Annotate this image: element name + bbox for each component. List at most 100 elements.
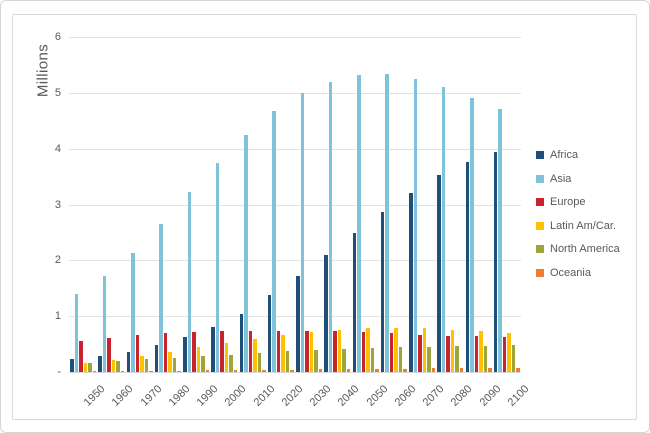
- y-tick-label-1: 1: [54, 310, 61, 323]
- x-tick-label-1980: 1980: [166, 383, 193, 409]
- bar-latin-am-car-2090: [479, 331, 483, 372]
- bar-asia-2100: [498, 109, 502, 372]
- bar-africa-2000: [211, 326, 215, 372]
- x-tick-label-1960: 1960: [110, 383, 136, 409]
- bar-group-2010: [239, 37, 267, 372]
- y-tick-label-2: 2: [54, 254, 61, 267]
- bar-group-1950: [69, 37, 97, 372]
- bar-latin-am-car-2100: [507, 332, 511, 372]
- bar-europe-1960: [107, 337, 111, 372]
- legend-swatch-icon: [536, 268, 544, 277]
- legend-swatch-icon: [536, 221, 544, 230]
- bar-north-america-2070: [427, 346, 431, 372]
- legend-label: Oceania: [550, 266, 591, 279]
- x-tick-label-2010: 2010: [251, 383, 278, 409]
- bar-group-2060: [380, 37, 408, 372]
- y-tick-label-6: 6: [54, 31, 61, 43]
- legend-swatch-icon: [536, 198, 544, 206]
- bar-oceania-1980: [177, 370, 181, 372]
- x-tick-label-2050: 2050: [364, 383, 391, 409]
- bar-africa-2040: [324, 254, 328, 372]
- legend-label: Europe: [550, 196, 586, 208]
- x-tick-label-2080: 2080: [449, 383, 475, 409]
- bar-oceania-2090: [488, 368, 492, 372]
- bar-north-america-2000: [229, 354, 233, 372]
- bar-latin-am-car-1970: [140, 355, 144, 372]
- bar-asia-1960: [102, 275, 107, 372]
- legend-swatch-icon: [536, 245, 544, 253]
- legend-label: Latin Am/Car.: [550, 219, 617, 232]
- y-tick-label-zero: -: [57, 366, 61, 378]
- bar-africa-2070: [409, 192, 413, 372]
- gridline-6: [69, 37, 521, 38]
- bar-group-2050: [352, 37, 380, 372]
- bar-europe-2060: [389, 333, 394, 372]
- bar-europe-1990: [192, 331, 196, 372]
- gridline-4: [69, 148, 521, 150]
- bar-europe-2040: [333, 331, 337, 372]
- legend: Africa Asia Europe Latin Am/Car. North Ameri…: [536, 148, 620, 280]
- bar-europe-2090: [474, 336, 479, 372]
- legend-label: North America: [550, 243, 620, 255]
- bar-north-america-2100: [511, 345, 516, 372]
- bar-europe-2050: [361, 332, 366, 372]
- bar-asia-1970: [131, 252, 135, 372]
- bar-africa-2080: [437, 175, 441, 372]
- legend-label: Asia: [550, 172, 572, 185]
- bar-latin-am-car-2060: [394, 327, 398, 372]
- legend-swatch-icon: [536, 174, 544, 183]
- bar-latin-am-car-2020: [281, 335, 285, 372]
- bar-asia-2030: [300, 92, 305, 372]
- bar-north-america-1990: [201, 356, 205, 372]
- bar-europe-1980: [163, 333, 168, 372]
- bar-asia-2060: [385, 74, 389, 372]
- bar-africa-2100: [493, 152, 498, 372]
- bar-africa-1960: [98, 356, 102, 372]
- bar-north-america-2030: [314, 349, 318, 372]
- legend-label: Africa: [550, 149, 579, 161]
- bar-africa-2060: [380, 211, 385, 372]
- x-tick-label-2030: 2030: [307, 383, 334, 409]
- bar-north-america-2040: [342, 348, 346, 372]
- bar-north-america-1970: [144, 359, 149, 372]
- gridline-1: [69, 316, 521, 318]
- x-tick-label-2100: 2100: [505, 383, 532, 409]
- bar-group-2020: [267, 37, 295, 372]
- bar-oceania-2000: [233, 370, 238, 372]
- bar-oceania-1970: [149, 370, 153, 372]
- bar-asia-1980: [159, 224, 163, 372]
- bar-oceania-2080: [459, 368, 464, 372]
- legend-item-asia: Asia: [536, 172, 620, 186]
- bar-north-america-2080: [455, 346, 459, 372]
- bar-africa-2090: [465, 161, 470, 372]
- bar-asia-1950: [74, 293, 79, 372]
- bar-asia-2040: [328, 81, 333, 372]
- legend-item-europe: Europe: [536, 195, 620, 209]
- bar-europe-2030: [305, 330, 309, 372]
- bar-latin-am-car-1950: [83, 362, 88, 372]
- bar-oceania-2040: [346, 369, 351, 372]
- bar-group-2030: [295, 37, 323, 372]
- gridline-2: [69, 260, 521, 262]
- x-tick-label-2060: 2060: [392, 383, 419, 409]
- bar-asia-2070: [413, 79, 418, 372]
- legend-item-north-america: North America: [536, 242, 620, 256]
- bar-oceania-2060: [403, 368, 407, 372]
- legend-item-africa: Africa: [536, 148, 620, 162]
- x-tick-label-2040: 2040: [336, 383, 362, 409]
- gridline-3: [69, 204, 521, 206]
- bar-latin-am-car-2010: [253, 338, 257, 372]
- bar-latin-am-car-2080: [450, 329, 455, 372]
- bar-north-america-2090: [483, 345, 488, 372]
- x-tick-label-2070: 2070: [420, 383, 447, 409]
- bar-africa-2010: [239, 313, 244, 372]
- bar-oceania-2020: [290, 369, 294, 372]
- bar-group-1960: [97, 37, 125, 372]
- bar-latin-am-car-1960: [111, 359, 116, 372]
- bar-group-2100: [493, 37, 521, 372]
- bar-africa-2030: [296, 275, 300, 372]
- bar-oceania-2030: [318, 369, 323, 372]
- legend-item-latin-am-car: Latin Am/Car.: [536, 219, 620, 233]
